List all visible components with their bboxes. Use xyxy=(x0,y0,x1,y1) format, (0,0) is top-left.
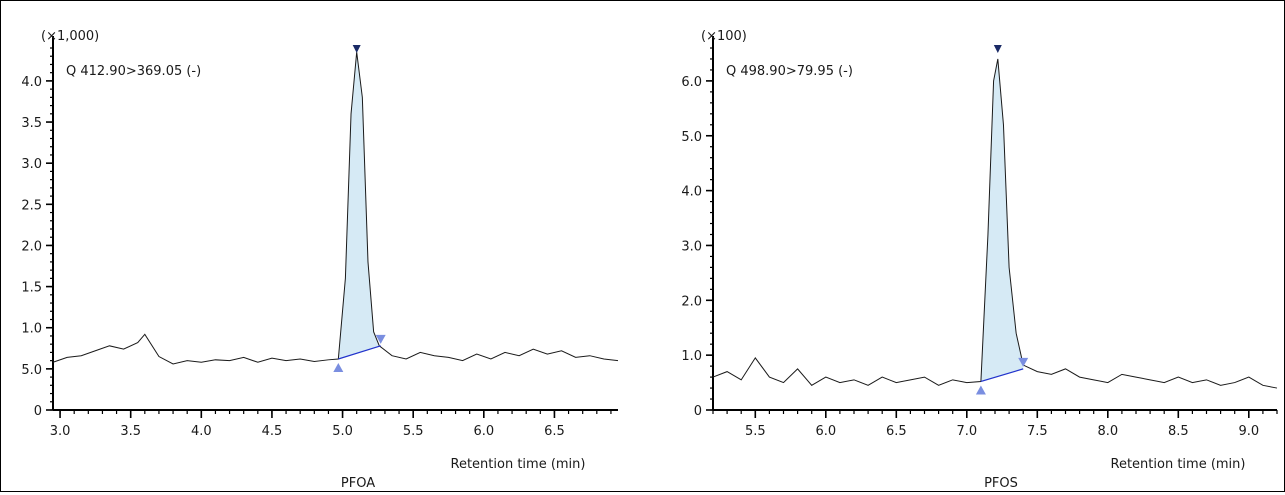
y-tick-label: 1.0 xyxy=(21,322,42,337)
y-tick-label: 1.0 xyxy=(681,349,702,364)
x-tick-label: 7.0 xyxy=(956,424,977,439)
y-tick-label: 1.5 xyxy=(21,281,42,296)
x-axis-label: Retention time (min) xyxy=(1111,457,1246,472)
x-tick-label: 8.5 xyxy=(1168,424,1189,439)
peak-end-marker xyxy=(1018,357,1029,367)
y-tick-label: 6.0 xyxy=(681,75,702,90)
chart-panel-pfoa: 0 5.0 1.0 1.5 2.0 2.5 3.0 3.5 4.0 3.0 3.5 4.0 4.5 5.0… xyxy=(21,29,619,491)
y-tick-label: 4.0 xyxy=(21,75,42,90)
x-tick-label: 3.5 xyxy=(120,424,141,439)
y-tick-label: 5.0 xyxy=(681,130,702,145)
x-tick-label: 7.5 xyxy=(1027,424,1048,439)
x-tick-label: 6.5 xyxy=(544,424,565,439)
chromatogram-trace xyxy=(712,58,1278,389)
chart-title: PFOS xyxy=(984,476,1018,491)
transition-label: Q 498.90>79.95 (-) xyxy=(726,64,853,79)
x-axis-label: Retention time (min) xyxy=(451,457,586,472)
y-tick-label: 0 xyxy=(694,404,702,419)
x-tick-label: 8.0 xyxy=(1097,424,1118,439)
peak-baseline xyxy=(980,368,1024,383)
peak-apex-marker xyxy=(352,45,361,53)
chart-title: PFOA xyxy=(341,476,375,491)
y-multiplier-label: (×1,000) xyxy=(41,29,99,44)
peak-start-marker xyxy=(975,385,986,395)
peak-area xyxy=(338,52,381,359)
x-tick-label: 5.0 xyxy=(332,424,353,439)
y-multiplier-label: (×100) xyxy=(701,29,747,44)
x-tick-label: 3.0 xyxy=(50,424,71,439)
y-tick-label: 4.0 xyxy=(681,185,702,200)
chart-panel-pfos: 0 1.0 2.0 3.0 4.0 5.0 6.0 5.5 6.0 6.5 7.0 7.5 8.0 8.5… xyxy=(681,29,1278,491)
y-tick-label: 5.0 xyxy=(21,363,42,378)
peak-baseline xyxy=(338,345,381,360)
x-tick-label: 6.0 xyxy=(815,424,836,439)
peak-end-marker xyxy=(375,334,386,344)
chromatogram-trace xyxy=(52,52,619,365)
y-tick-label: 2.5 xyxy=(21,198,42,213)
x-tick-label: 9.0 xyxy=(1238,424,1259,439)
x-tick-label: 6.5 xyxy=(886,424,907,439)
y-tick-label: 3.5 xyxy=(21,116,42,131)
x-tick-label: 6.0 xyxy=(473,424,494,439)
y-tick-label: 2.0 xyxy=(681,294,702,309)
x-tick-label: 4.5 xyxy=(262,424,283,439)
peak-apex-marker xyxy=(993,45,1002,53)
x-tick-label: 4.0 xyxy=(191,424,212,439)
x-tick-label: 5.5 xyxy=(403,424,424,439)
y-tick-label: 2.0 xyxy=(21,239,42,254)
transition-label: Q 412.90>369.05 (-) xyxy=(66,64,201,79)
y-tick-label: 0 xyxy=(34,404,42,419)
y-tick-label: 3.0 xyxy=(21,157,42,172)
y-tick-label: 3.0 xyxy=(681,239,702,254)
x-tick-label: 5.5 xyxy=(745,424,766,439)
peak-start-marker xyxy=(333,362,344,372)
